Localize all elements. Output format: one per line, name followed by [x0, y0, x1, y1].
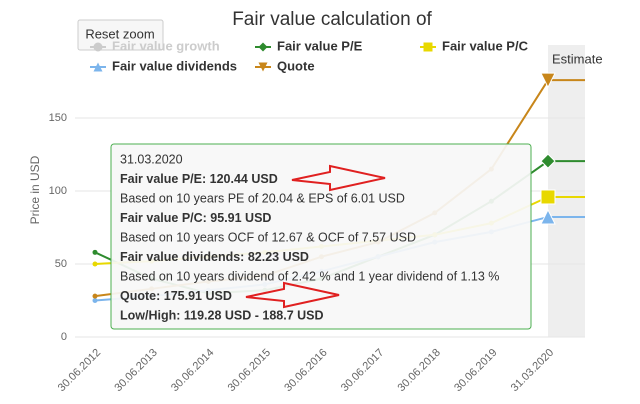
legend-label[interactable]: Fair value growth: [112, 38, 220, 53]
legend-marker: [93, 42, 103, 52]
chart-title: Fair value calculation of: [232, 9, 432, 30]
legend-label[interactable]: Quote: [277, 58, 315, 73]
tooltip-line: Based on 10 years PE of 20.04 & EPS of 6…: [120, 191, 405, 205]
tooltip-line: 31.03.2020: [120, 152, 183, 166]
data-point: [540, 208, 556, 225]
x-tick-label: 30.06.2017: [339, 347, 386, 394]
x-tick-label: 30.06.2012: [56, 347, 103, 394]
x-tick-label: 31.03.2020: [509, 347, 556, 394]
tooltip-line: Low/High: 119.28 USD - 188.7 USD: [120, 308, 324, 322]
y-axis-label: Price in USD: [28, 155, 42, 224]
x-tick-label: 30.06.2013: [112, 347, 159, 394]
reset-zoom-button[interactable]: [77, 19, 164, 51]
annotation: Estimate: [552, 51, 603, 66]
y-tick-label: 0: [61, 331, 67, 343]
tooltip-line: Fair value P/E: 120.44 USD: [120, 172, 278, 186]
tooltip-line: Fair value dividends: 82.23 USD: [120, 250, 309, 264]
legend-marker: [258, 42, 268, 52]
legend-label[interactable]: Fair value dividends: [112, 58, 237, 73]
data-point: [92, 249, 98, 255]
tooltip-line: Based on 10 years dividend of 2.42 % and…: [120, 269, 499, 283]
legend-marker: [258, 62, 268, 72]
y-tick-label: 150: [49, 112, 67, 124]
data-point: [92, 261, 98, 267]
legend-label[interactable]: Fair value P/C: [442, 38, 529, 53]
legend-marker: [423, 42, 433, 52]
data-point: [540, 72, 556, 89]
data-point: [92, 298, 98, 303]
tooltip-line: Quote: 175.91 USD: [120, 289, 232, 303]
data-point: [92, 293, 98, 299]
data-point: [540, 189, 556, 205]
x-tick-label: 30.06.2016: [282, 347, 329, 394]
tooltip-line: Based on 10 years OCF of 12.67 & OCF of …: [120, 230, 416, 244]
tooltip-box: [110, 143, 532, 330]
arrows: [245, 164, 386, 309]
arrow: [245, 281, 340, 309]
x-tick-label: 30.06.2015: [226, 347, 273, 394]
reset-zoom-label[interactable]: Reset zoom: [85, 26, 154, 41]
x-tick-label: 30.06.2014: [169, 347, 216, 394]
arrow: [291, 164, 386, 192]
x-tick-label: 30.06.2019: [452, 347, 499, 394]
data-point: [540, 153, 556, 169]
y-tick-label: 100: [49, 185, 67, 197]
y-tick-label: 50: [55, 258, 67, 270]
tooltip: 31.03.2020 Fair value P/E: 120.44 USD Base…: [110, 143, 532, 330]
legend-marker: [93, 62, 103, 72]
x-tick-label: 30.06.2018: [396, 347, 443, 394]
tooltip-line: Fair value P/C: 95.91 USD: [120, 211, 271, 225]
legend-label[interactable]: Fair value P/E: [277, 38, 363, 53]
